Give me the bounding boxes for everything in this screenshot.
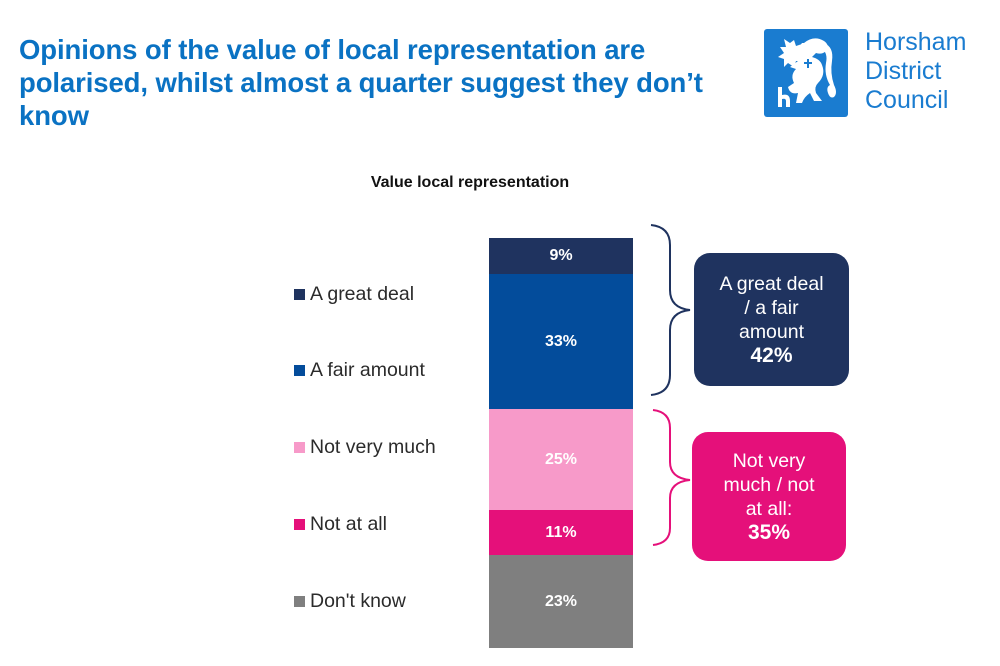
bar-segment-not-at-all: 11%	[489, 510, 633, 555]
legend-label: Don't know	[310, 589, 406, 612]
callout-line: A great deal	[719, 272, 824, 295]
segment-label: 11%	[545, 523, 577, 541]
segment-label: 23%	[544, 592, 578, 610]
stacked-bar: 9% 33% 25% 11% 23%	[489, 238, 633, 648]
legend-item-great-deal: A great deal	[294, 282, 414, 306]
legend-item-not-at-all: Not at all	[294, 512, 387, 536]
segment-label: 25%	[544, 450, 578, 468]
legend-label: A great deal	[310, 282, 415, 305]
chart-title: Value local representation	[370, 174, 570, 191]
callout-line: at all:	[745, 497, 793, 520]
legend-label: A fair amount	[310, 358, 425, 381]
callout-line: / a fair	[744, 296, 799, 319]
slide-title: Opinions of the value of local represent…	[19, 34, 703, 131]
legend-item-dont-know: Don't know	[294, 589, 406, 613]
bracket-negative	[652, 409, 691, 546]
segment-label: 33%	[544, 332, 578, 350]
legend-swatch	[294, 518, 305, 530]
legend-swatch	[294, 595, 305, 607]
callout-positive: A great deal / a fair amount 42%	[694, 253, 849, 386]
legend-item-not-very-much: Not very much	[294, 435, 436, 459]
bar-segment-great-deal: 9%	[489, 238, 633, 274]
bar-segment-dont-know: 23%	[489, 555, 633, 648]
legend-item-fair-amount: A fair amount	[294, 358, 425, 382]
legend-label: Not very much	[310, 435, 436, 458]
legend-swatch	[294, 441, 305, 453]
legend-label: Not at all	[310, 512, 387, 535]
segment-label: 9%	[549, 247, 573, 264]
logo-line-3: Council	[865, 86, 949, 114]
council-name: Horsham District Council	[865, 28, 966, 115]
bar-segment-fair-amount: 33%	[489, 274, 633, 409]
bar-segment-not-very-much: 25%	[489, 409, 633, 510]
logo-line-2: District	[865, 57, 942, 85]
callout-value: 35%	[747, 520, 791, 544]
callout-line: Not very	[732, 449, 806, 472]
callout-negative: Not very much / not at all: 35%	[692, 432, 846, 561]
lion-rampant-crest-icon	[764, 29, 848, 117]
callout-line: much / not	[723, 473, 815, 496]
callout-line: amount	[738, 320, 805, 343]
callout-value: 42%	[750, 343, 793, 367]
bracket-positive	[650, 224, 691, 396]
legend-swatch	[294, 364, 305, 376]
logo-line-1: Horsham	[865, 28, 967, 56]
legend-swatch	[294, 288, 305, 300]
